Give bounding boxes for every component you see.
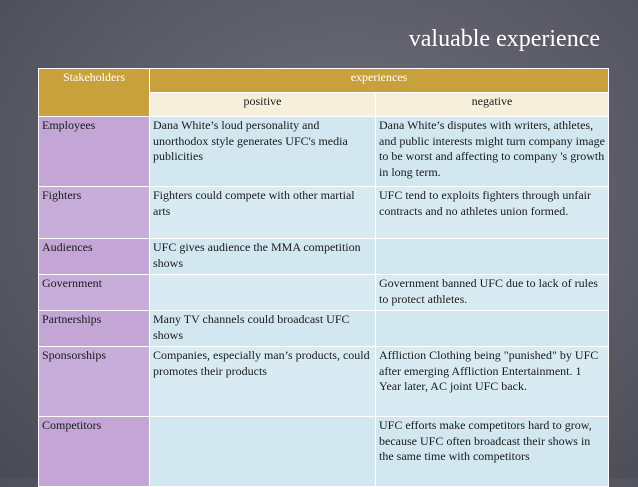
table-row: Competitors UFC efforts make competitors… <box>38 416 610 487</box>
header-row: Stakeholders experiences <box>38 68 610 117</box>
header-negative: negative <box>374 92 610 117</box>
stakeholder-cell: Audiences <box>38 238 150 275</box>
table-row: Partnerships Many TV channels could broa… <box>38 310 610 347</box>
header-stakeholders: Stakeholders <box>38 68 150 117</box>
positive-cell: Fighters could compete with other martia… <box>149 186 376 239</box>
table-row: Audiences UFC gives audience the MMA com… <box>38 238 610 275</box>
negative-cell <box>374 310 610 347</box>
subheader-row: positive negative <box>39 92 610 117</box>
negative-cell: UFC tend to exploits fighters through un… <box>374 186 610 239</box>
negative-cell: Government banned UFC due to lack of rul… <box>374 274 610 311</box>
stakeholder-cell: Competitors <box>38 416 150 487</box>
stakeholder-cell: Sponsorships <box>38 346 150 417</box>
header-experiences: experiences <box>148 68 610 93</box>
stakeholder-cell: Fighters <box>38 186 150 239</box>
positive-cell: Many TV channels could broadcast UFC sho… <box>149 310 376 347</box>
table-row: Employees Dana White’s loud personality … <box>38 116 610 187</box>
stakeholder-cell: Partnerships <box>38 310 150 347</box>
positive-cell: Companies, especially man’s products, co… <box>149 346 376 417</box>
positive-cell: Dana White’s loud personality and unorth… <box>149 116 376 187</box>
stakeholder-cell: Government <box>38 274 150 311</box>
negative-cell: Affliction Clothing being "punished" by … <box>374 346 610 417</box>
header-positive: positive <box>149 92 376 117</box>
negative-cell <box>374 238 610 275</box>
stakeholder-table: Stakeholders experiences positive negati… <box>38 68 610 487</box>
table-row: Government Government banned UFC due to … <box>38 274 610 311</box>
table-row: Sponsorships Companies, especially man’s… <box>38 346 610 417</box>
stakeholder-cell: Employees <box>38 116 150 187</box>
table-row: Fighters Fighters could compete with oth… <box>38 186 610 239</box>
negative-cell: UFC efforts make competitors hard to gro… <box>374 416 610 487</box>
positive-cell <box>149 416 376 487</box>
slide-title: valuable experience <box>408 26 600 52</box>
positive-cell: UFC gives audience the MMA competition s… <box>149 238 376 275</box>
negative-cell: Dana White’s disputes with writers, athl… <box>374 116 610 187</box>
positive-cell <box>149 274 376 311</box>
